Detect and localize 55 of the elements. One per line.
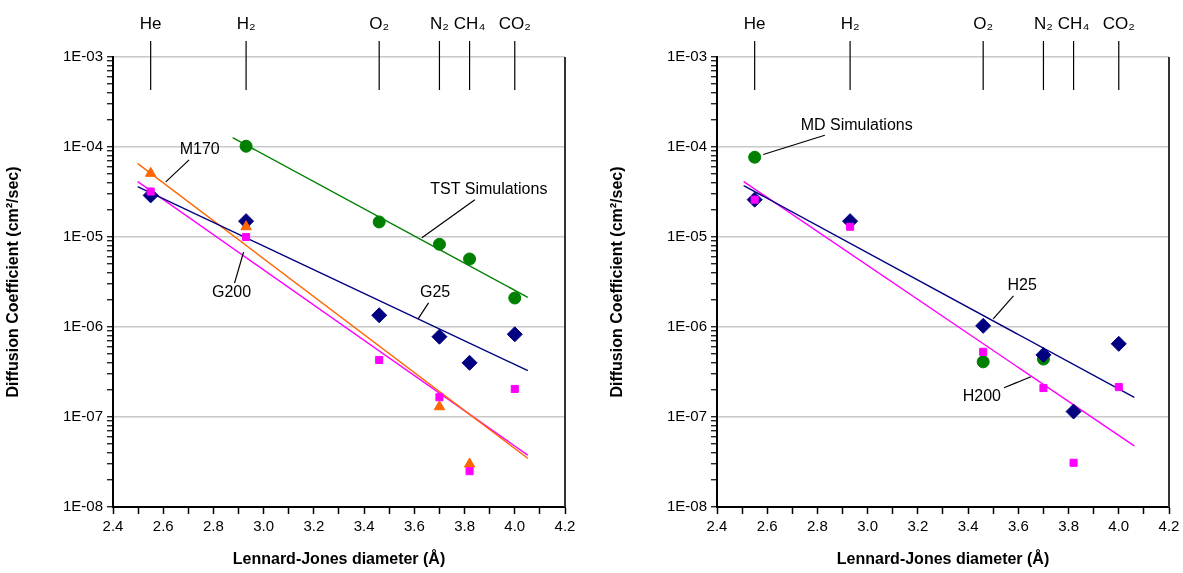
y-tick-label: 1E-07	[62, 407, 103, 425]
x-tick-label: 2.6	[756, 517, 778, 535]
annotation: CH₄	[453, 13, 486, 33]
x-tick-label: 4.0	[504, 517, 526, 535]
x-tick-label: 3.0	[857, 517, 879, 535]
annotation: O₂	[973, 13, 994, 33]
x-tick-label: 4.2	[554, 517, 576, 535]
y-tick-label: 1E-08	[666, 497, 707, 515]
annotation: CH₄	[1057, 13, 1090, 33]
x-tick-label: 2.4	[102, 517, 124, 535]
x-tick-label: 2.6	[152, 517, 174, 535]
annotation: N₂	[1034, 13, 1053, 33]
x-tick-label: 3.8	[1058, 517, 1079, 535]
y-tick-label: 1E-04	[62, 137, 103, 155]
x-tick-label: 3.6	[1007, 517, 1029, 535]
x-tick-label: 2.8	[203, 517, 224, 535]
annotation: G200	[212, 283, 252, 301]
y-tick-label: 1E-05	[666, 227, 707, 245]
x-tick-label: 3.6	[403, 517, 425, 535]
annotation: M170	[179, 140, 220, 158]
y-tick-label: 1E-05	[62, 227, 103, 245]
x-axis-title: Lennard-Jones diameter (Å)	[836, 548, 1050, 567]
annotation: TST Simulations	[430, 180, 548, 198]
annotation: N₂	[430, 13, 449, 33]
y-axis-title: Diffusion Coefficient (cm²/sec)	[4, 166, 22, 398]
annotation: MD Simulations	[800, 115, 913, 133]
y-tick-label: 1E-06	[62, 317, 103, 335]
x-tick-label: 3.4	[353, 517, 375, 535]
annotation: H200	[962, 387, 1002, 405]
x-tick-label: 4.2	[1158, 517, 1180, 535]
x-tick-label: 3.8	[454, 517, 475, 535]
x-tick-label: 4.0	[1108, 517, 1130, 535]
annotation: CO₂	[1102, 13, 1135, 33]
y-axis-title: Diffusion Coefficient (cm²/sec)	[608, 166, 626, 398]
annotation: H25	[1007, 276, 1037, 294]
x-axis-title: Lennard-Jones diameter (Å)	[232, 548, 446, 567]
x-tick-label: 3.4	[957, 517, 979, 535]
y-tick-label: 1E-08	[62, 497, 103, 515]
annotation: He	[743, 13, 766, 33]
y-tick-label: 1E-03	[666, 47, 707, 65]
y-tick-label: 1E-04	[666, 137, 707, 155]
y-tick-label: 1E-07	[666, 407, 707, 425]
x-tick-label: 2.8	[807, 517, 828, 535]
x-tick-label: 3.0	[253, 517, 275, 535]
x-tick-label: 2.4	[706, 517, 728, 535]
annotation: H₂	[840, 13, 860, 33]
y-tick-label: 1E-06	[666, 317, 707, 335]
annotation: He	[139, 13, 162, 33]
x-tick-label: 3.2	[907, 517, 929, 535]
annotation: O₂	[369, 13, 390, 33]
y-tick-label: 1E-03	[62, 47, 103, 65]
annotation: CO₂	[498, 13, 531, 33]
x-tick-label: 3.2	[303, 517, 325, 535]
annotation: H₂	[236, 13, 256, 33]
annotation: G25	[419, 283, 451, 301]
